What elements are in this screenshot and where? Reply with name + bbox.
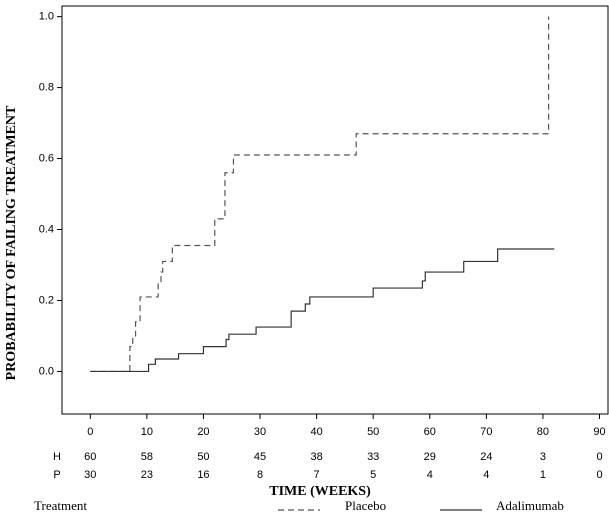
plot-frame (61, 5, 609, 415)
x-tick-label: 10 (141, 426, 153, 438)
at-risk-count: 0 (596, 451, 602, 463)
x-tick-label: 20 (197, 426, 209, 438)
x-tick-label: 70 (480, 426, 492, 438)
x-tick-label: 50 (367, 426, 379, 438)
y-tick-label: 1.0 (39, 11, 54, 23)
x-tick-label: 0 (87, 426, 93, 438)
at-risk-count: 30 (84, 469, 96, 481)
at-risk-count: 29 (424, 451, 436, 463)
at-risk-count: 58 (141, 451, 153, 463)
at-risk-count: 24 (480, 451, 492, 463)
at-risk-count: 16 (197, 469, 209, 481)
x-tick-label: 90 (593, 426, 605, 438)
at-risk-count: 1 (540, 469, 546, 481)
y-tick-label: 0.6 (39, 152, 54, 164)
at-risk-count: 3 (540, 451, 546, 463)
at-risk-count: 4 (427, 469, 433, 481)
at-risk-count: 38 (310, 451, 322, 463)
x-tick-label: 40 (310, 426, 322, 438)
x-tick-label: 60 (424, 426, 436, 438)
at-risk-count: 33 (367, 451, 379, 463)
legend-title: Treatment (34, 498, 87, 513)
y-axis-label: PROBABILITY OF FAILING TREATMENT (4, 105, 19, 380)
legend-label: Placebo (345, 498, 386, 513)
y-tick-label: 0.2 (39, 294, 54, 306)
x-tick-label: 30 (254, 426, 266, 438)
y-tick-label: 0.4 (39, 223, 54, 235)
legend-label: Adalimumab (496, 498, 564, 513)
at-risk-label: P (53, 469, 60, 481)
step-line (90, 16, 550, 373)
at-risk-count: 8 (257, 469, 263, 481)
at-risk-count: 7 (314, 469, 320, 481)
y-tick-label: 0.0 (39, 365, 54, 377)
at-risk-count: 60 (84, 451, 96, 463)
x-axis-label: TIME (WEEKS) (269, 484, 371, 499)
at-risk-label: H (53, 451, 61, 463)
at-risk-count: 5 (370, 469, 376, 481)
at-risk-count: 50 (197, 451, 209, 463)
y-tick-label: 0.8 (39, 82, 54, 94)
at-risk-count: 45 (254, 451, 266, 463)
at-risk-count: 4 (483, 469, 489, 481)
step-line (90, 248, 555, 373)
at-risk-count: 0 (596, 469, 602, 481)
x-tick-label: 80 (537, 426, 549, 438)
at-risk-count: 23 (141, 469, 153, 481)
